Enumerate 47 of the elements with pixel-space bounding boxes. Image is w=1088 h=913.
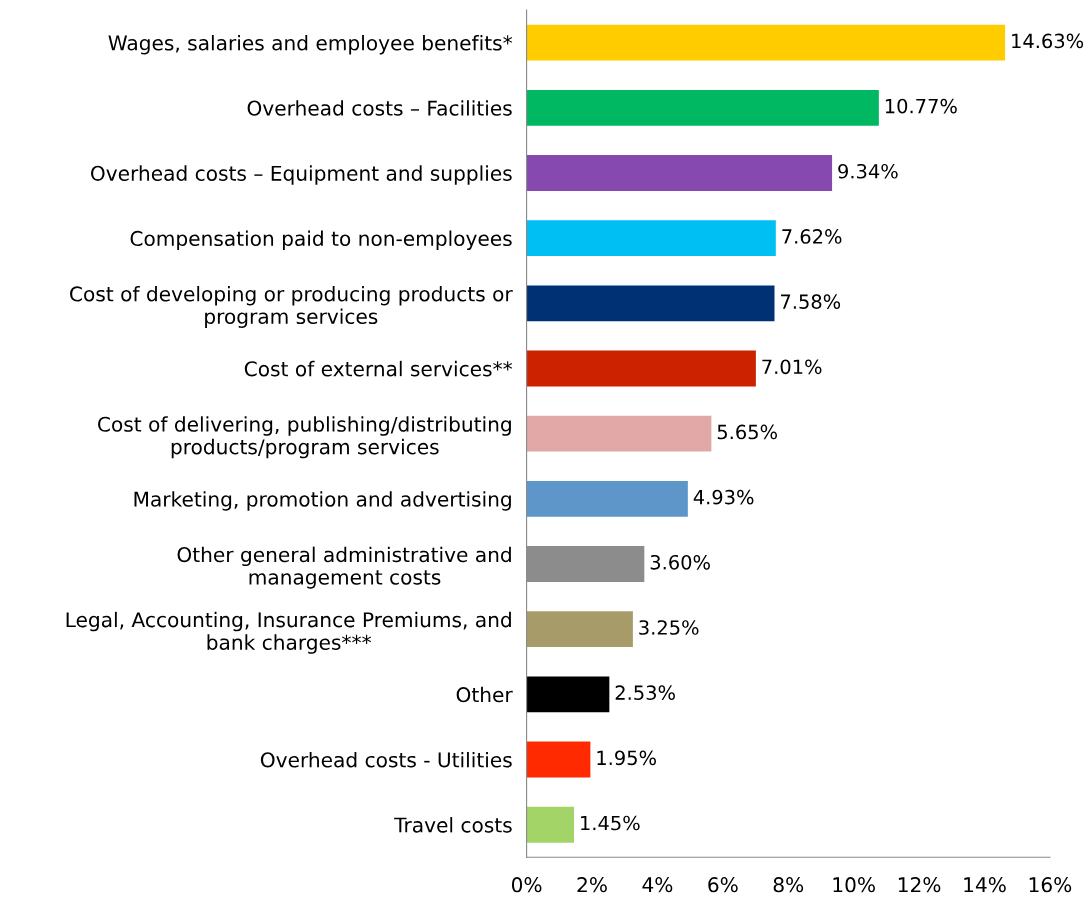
bar	[526, 480, 688, 517]
y-tick-label: Cost of delivering, publishing/distributing products/program services	[98, 416, 511, 459]
data-label: 10.77%	[885, 98, 957, 114]
bar	[526, 155, 833, 191]
data-label: 7.58%	[781, 294, 841, 309]
data-label: 2.53%	[615, 685, 675, 701]
x-tick-label: 4%	[642, 877, 673, 893]
bar	[526, 285, 775, 322]
data-label: 3.60%	[650, 554, 710, 570]
y-tick-label: Cost of developing or producing products or program services	[70, 285, 513, 328]
x-tick-label: 6%	[708, 877, 738, 893]
data-label: 1.95%	[597, 750, 656, 766]
y-tick-label: Cost of external services**	[244, 360, 513, 377]
bar	[526, 741, 591, 778]
y-tick-label: Wages, salaries and employee benefits*	[108, 34, 513, 55]
y-tick-label: Other	[456, 686, 513, 703]
y-tick-label: Other general administrative and management costs	[177, 546, 511, 589]
y-tick-label: Compensation paid to non-employees	[130, 230, 512, 250]
data-label: 14.63%	[1012, 33, 1084, 49]
y-tick-label: Overhead costs - Utilities	[260, 751, 512, 768]
x-tick-label: 2%	[577, 877, 607, 893]
data-label: 9.34%	[838, 163, 898, 179]
y-tick-label: Legal, Accounting, Insurance Premiums, and bank charges***	[66, 611, 511, 654]
bar	[526, 676, 610, 713]
bar	[526, 24, 1006, 61]
x-tick-label: 0%	[511, 877, 542, 893]
x-tick-label: 8%	[773, 877, 804, 893]
x-tick-label: 10%	[833, 877, 875, 893]
x-tick-label: 12%	[898, 877, 941, 893]
data-label: 7.62%	[782, 229, 842, 244]
data-label: 5.65%	[717, 424, 777, 440]
bar	[526, 806, 575, 843]
bar	[526, 89, 879, 126]
bar	[526, 220, 776, 257]
y-tick-label: Overhead costs – Equipment and supplies	[91, 165, 512, 185]
bar	[526, 611, 633, 648]
x-tick-label: 16%	[1029, 877, 1072, 893]
y-tick-label: Travel costs	[394, 817, 512, 833]
x-tick-label: 14%	[964, 877, 1006, 893]
bar	[526, 350, 756, 387]
data-label: 4.93%	[693, 489, 754, 505]
bar	[526, 415, 712, 452]
data-label: 3.25%	[639, 620, 699, 635]
data-label: 7.01%	[762, 359, 822, 375]
data-label: 1.45%	[581, 815, 640, 831]
y-tick-label: Marketing, promotion and advertising	[134, 491, 511, 511]
y-tick-label: Overhead costs – Facilities	[247, 100, 512, 116]
